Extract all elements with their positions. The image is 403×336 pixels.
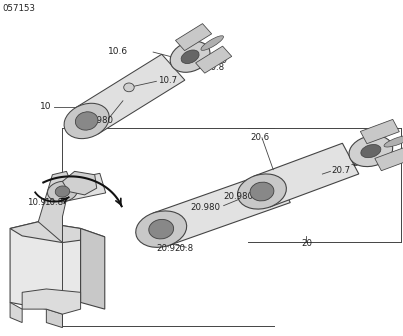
Ellipse shape xyxy=(170,41,210,72)
Polygon shape xyxy=(38,171,71,243)
Polygon shape xyxy=(360,119,399,144)
Polygon shape xyxy=(10,222,81,309)
Text: 10: 10 xyxy=(40,102,52,111)
Ellipse shape xyxy=(64,103,109,139)
Ellipse shape xyxy=(361,144,381,158)
Text: 20.980: 20.980 xyxy=(224,192,253,201)
Text: 10.7: 10.7 xyxy=(158,76,177,85)
Text: 20.8: 20.8 xyxy=(353,160,372,168)
Polygon shape xyxy=(22,289,81,314)
Ellipse shape xyxy=(250,182,274,201)
Polygon shape xyxy=(175,24,212,51)
Ellipse shape xyxy=(48,181,77,202)
Text: 10.9: 10.9 xyxy=(208,56,226,65)
Circle shape xyxy=(124,83,134,92)
Text: 20.6: 20.6 xyxy=(250,133,269,141)
Polygon shape xyxy=(46,309,62,328)
Ellipse shape xyxy=(384,135,403,147)
Ellipse shape xyxy=(75,112,98,130)
Polygon shape xyxy=(10,302,22,323)
Polygon shape xyxy=(254,143,359,207)
Ellipse shape xyxy=(55,186,70,197)
Text: 057153: 057153 xyxy=(2,4,35,13)
Text: 20.9: 20.9 xyxy=(359,152,378,161)
Text: 20: 20 xyxy=(301,239,312,248)
Polygon shape xyxy=(10,222,105,243)
Ellipse shape xyxy=(181,50,199,64)
Text: 20.7: 20.7 xyxy=(332,166,351,175)
Polygon shape xyxy=(62,171,97,195)
Text: 10.8: 10.8 xyxy=(205,63,224,72)
Text: 10.8: 10.8 xyxy=(44,198,63,207)
Polygon shape xyxy=(60,173,106,201)
Polygon shape xyxy=(81,228,105,309)
Text: 10.6: 10.6 xyxy=(108,47,128,55)
Text: 20.8: 20.8 xyxy=(174,244,193,253)
Polygon shape xyxy=(375,146,403,171)
Text: 10.980: 10.980 xyxy=(83,117,112,125)
Ellipse shape xyxy=(201,36,224,50)
Text: 10.9: 10.9 xyxy=(27,198,46,207)
Ellipse shape xyxy=(149,219,174,239)
Ellipse shape xyxy=(136,211,187,247)
Text: 20.9: 20.9 xyxy=(156,244,175,253)
Ellipse shape xyxy=(237,174,287,209)
Polygon shape xyxy=(153,170,290,245)
Text: 20.980: 20.980 xyxy=(191,203,221,212)
Polygon shape xyxy=(75,54,185,134)
Ellipse shape xyxy=(349,135,393,167)
Polygon shape xyxy=(195,46,232,73)
